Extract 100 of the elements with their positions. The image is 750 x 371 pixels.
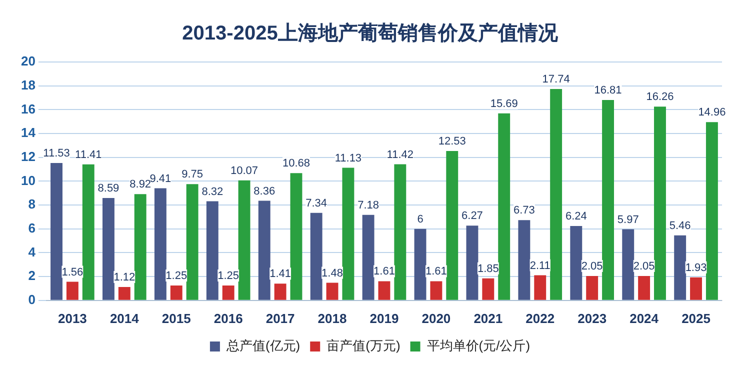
bar xyxy=(362,214,374,300)
x-tick-label: 2019 xyxy=(370,310,399,326)
data-label: 2.11 xyxy=(530,260,550,272)
bar xyxy=(258,200,270,300)
data-label: 9.41 xyxy=(150,172,172,185)
y-tick-label: 10 xyxy=(20,172,36,188)
bar xyxy=(170,286,182,300)
data-label: 16.81 xyxy=(594,84,622,97)
legend-label: 平均单价(元/公斤) xyxy=(426,338,530,354)
x-tick-label: 2016 xyxy=(214,310,243,326)
data-label: 8.36 xyxy=(254,185,276,198)
bar xyxy=(602,100,614,300)
x-tick-label: 2013 xyxy=(58,310,87,326)
data-label: 8.92 xyxy=(130,178,152,191)
data-label: 10.68 xyxy=(282,158,310,170)
bar xyxy=(310,212,322,300)
data-label: 6.27 xyxy=(462,210,483,222)
data-label: 1.25 xyxy=(166,270,188,282)
data-label: 16.26 xyxy=(646,91,674,104)
bar xyxy=(414,228,426,300)
y-tick-label: 0 xyxy=(28,292,36,307)
bar xyxy=(274,284,286,300)
bar xyxy=(238,180,250,300)
y-tick-label: 18 xyxy=(20,77,36,92)
bar xyxy=(674,235,686,300)
bar xyxy=(534,275,546,300)
data-label: 6.24 xyxy=(565,210,587,223)
bar xyxy=(498,113,510,300)
y-tick-label: 14 xyxy=(20,125,36,140)
bar xyxy=(586,276,598,300)
x-tick-label: 2024 xyxy=(630,310,660,326)
x-tick-label: 2015 xyxy=(162,310,191,326)
data-label: 15.69 xyxy=(490,98,518,110)
bar xyxy=(82,164,94,300)
x-tick-label: 2025 xyxy=(682,310,710,326)
data-label: 11.13 xyxy=(334,152,362,164)
data-label: 1.41 xyxy=(270,268,292,280)
bar xyxy=(570,226,582,300)
x-tick-label: 2018 xyxy=(318,310,347,326)
data-label: 1.85 xyxy=(477,262,499,275)
data-label: 7.18 xyxy=(358,199,380,212)
bar xyxy=(518,220,530,300)
data-label: 11.53 xyxy=(43,147,70,160)
bar xyxy=(706,122,718,300)
bar xyxy=(186,184,198,300)
bar xyxy=(690,277,702,300)
data-label: 5.46 xyxy=(669,220,691,232)
x-tick-label: 2023 xyxy=(578,310,607,326)
data-label: 8.32 xyxy=(202,186,224,198)
y-tick-label: 4 xyxy=(28,244,36,260)
x-tick-label: 2022 xyxy=(526,310,555,326)
y-tick-label: 16 xyxy=(20,101,36,116)
x-tick-label: 2014 xyxy=(110,310,140,326)
data-label: 1.61 xyxy=(374,266,395,278)
data-label: 14.96 xyxy=(698,106,726,119)
bar xyxy=(550,88,562,300)
data-label: 10.07 xyxy=(230,164,258,177)
data-label: 11.41 xyxy=(75,148,102,161)
y-tick-label: 12 xyxy=(20,148,36,164)
bar xyxy=(290,173,302,300)
x-tick-label: 2017 xyxy=(266,310,295,326)
legend-label: 亩产值(万元) xyxy=(326,338,400,354)
bar xyxy=(446,151,458,300)
bar xyxy=(206,201,218,300)
y-tick-label: 2 xyxy=(28,268,36,284)
data-label: 9.75 xyxy=(182,168,204,181)
bar xyxy=(154,188,166,300)
bar xyxy=(134,194,146,300)
bar xyxy=(466,226,478,300)
bar xyxy=(326,282,338,300)
data-label: 1.56 xyxy=(62,266,84,278)
y-tick-label: 20 xyxy=(20,54,36,69)
y-tick-label: 6 xyxy=(28,220,36,236)
bar xyxy=(482,278,494,300)
data-label: 2.05 xyxy=(581,260,603,272)
data-label: 7.34 xyxy=(306,197,328,210)
y-tick-label: 8 xyxy=(28,196,36,212)
x-tick-label: 2021 xyxy=(474,310,503,326)
bar xyxy=(654,106,666,300)
bar xyxy=(622,229,634,300)
bar xyxy=(222,286,234,300)
bar xyxy=(118,287,130,300)
data-label: 1.48 xyxy=(322,267,343,280)
data-label: 11.42 xyxy=(386,148,414,161)
bar xyxy=(66,282,78,300)
data-label: 8.59 xyxy=(98,182,120,195)
bar xyxy=(430,281,442,300)
data-label: 1.93 xyxy=(685,262,707,274)
data-label: 2.05 xyxy=(633,260,655,272)
chart-title: 2013-2025上海地产葡萄销售价及产值情况 xyxy=(182,22,559,45)
data-label: 12.53 xyxy=(438,136,466,148)
bar xyxy=(342,168,354,300)
data-label: 17.74 xyxy=(542,73,570,86)
bar xyxy=(50,162,62,300)
data-label: 6 xyxy=(417,213,424,226)
bar xyxy=(378,281,390,300)
bar xyxy=(394,164,406,300)
bar xyxy=(638,276,650,300)
legend-label: 总产值(亿元) xyxy=(225,338,300,354)
data-label: 1.25 xyxy=(218,270,240,282)
